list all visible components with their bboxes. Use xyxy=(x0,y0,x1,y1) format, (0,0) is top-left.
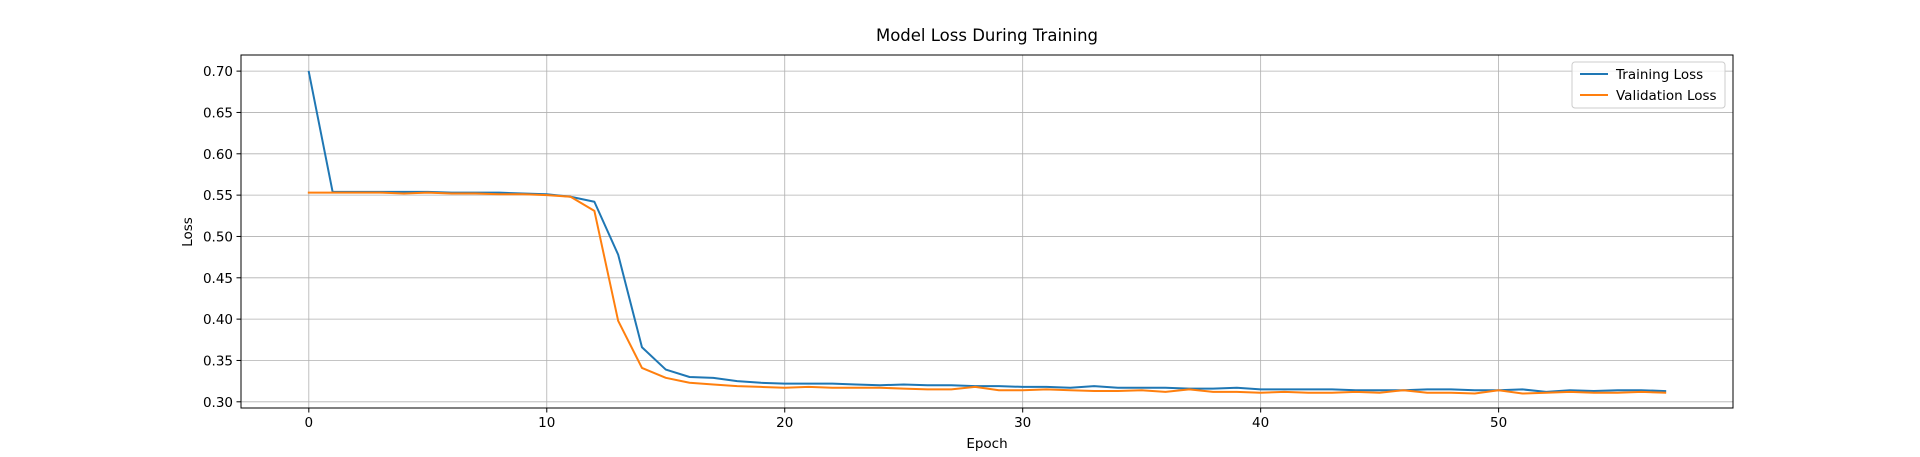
plot-frame xyxy=(240,54,1734,409)
chart-title: Model Loss During Training xyxy=(876,26,1098,45)
ticks: 0 10 20 30 40 50 0.30 0.35 0.40 0.45 0.50 0.55 0.60 0… xyxy=(203,64,1507,431)
y-tick-label: 0.55 xyxy=(203,188,233,204)
x-tick-label: 20 xyxy=(776,415,793,431)
legend-label: Validation Loss xyxy=(1616,88,1717,104)
y-tick-label: 0.65 xyxy=(203,105,233,121)
y-tick-label: 0.50 xyxy=(203,229,233,245)
y-tick-label: 0.45 xyxy=(203,271,233,287)
y-tick-label: 0.30 xyxy=(203,395,233,411)
legend-label: Training Loss xyxy=(1615,67,1703,83)
grid xyxy=(241,55,1733,408)
x-tick-label: 50 xyxy=(1490,415,1507,431)
x-tick-label: 40 xyxy=(1252,415,1269,431)
series-line-validation-loss xyxy=(307,191,1667,395)
y-tick-label: 0.35 xyxy=(203,353,233,369)
y-tick-label: 0.60 xyxy=(203,147,233,163)
x-tick-label: 0 xyxy=(305,415,314,431)
x-tick-label: 30 xyxy=(1014,415,1031,431)
legend-box xyxy=(1571,61,1726,109)
series-group xyxy=(307,70,1667,395)
legend: Training Loss Validation Loss xyxy=(1571,61,1726,109)
y-tick-label: 0.70 xyxy=(203,64,233,80)
y-axis-label: Loss xyxy=(180,217,196,247)
x-axis-label: Epoch xyxy=(966,436,1007,452)
plot-area xyxy=(241,55,1733,408)
x-tick-label: 10 xyxy=(538,415,555,431)
y-tick-label: 0.40 xyxy=(203,312,233,328)
